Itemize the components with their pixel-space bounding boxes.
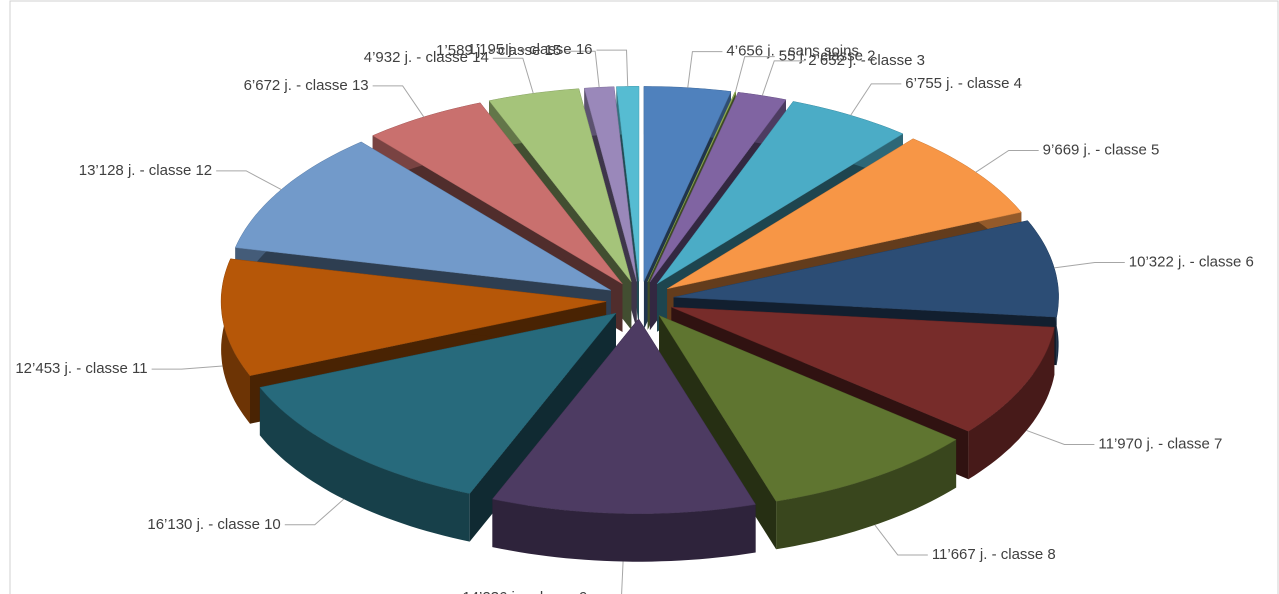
chart-frame: [9, 0, 1279, 594]
slice: [220, 258, 607, 376]
leader-line: [761, 60, 805, 96]
slice-side: [492, 499, 756, 562]
data-label: 1’195 j. - classe 16: [467, 41, 592, 58]
leader-line: [621, 561, 624, 594]
leader-line: [372, 85, 425, 118]
slice: [259, 312, 617, 494]
data-label: 12’453 j. - classe 11: [15, 360, 147, 377]
leader-line: [284, 498, 345, 526]
leader-line: [216, 170, 282, 191]
data-label: 4’656 j. - sans soins: [726, 43, 859, 60]
data-label: 11’970 j. - classe 7: [1098, 435, 1222, 452]
data-label: 10’322 j. - classe 6: [1129, 253, 1254, 270]
data-label: 11’667 j. - classe 8: [932, 546, 1056, 563]
data-label: 14’236 j. - classe 9: [462, 589, 587, 594]
leader-line: [1054, 261, 1125, 269]
data-label: 6’672 j. - classe 13: [244, 77, 369, 94]
pie: [220, 86, 1059, 562]
leader-line: [687, 51, 723, 88]
leader-line: [975, 149, 1039, 173]
slice: [491, 318, 757, 514]
leader-line: [734, 56, 775, 93]
data-label: 4’932 j. - classe 14: [364, 49, 489, 66]
leader-line: [151, 365, 223, 370]
slice: [671, 306, 1055, 432]
leader-line: [596, 49, 629, 87]
data-label: 2’652 j. - classe 3: [808, 52, 925, 69]
data-label: 1’589 j. - classe 15: [436, 42, 561, 59]
leader-line: [565, 50, 600, 88]
slice: [667, 138, 1022, 290]
leader-line: [492, 57, 534, 94]
slice-side: [776, 439, 957, 550]
leader-line: [1026, 429, 1095, 445]
data-label: 16’130 j. - classe 10: [147, 516, 280, 533]
slice-side: [968, 327, 1055, 480]
slice: [658, 314, 957, 502]
data-label: 6’755 j. - classe 4: [905, 75, 1022, 92]
data-label: 13’128 j. - classe 12: [79, 162, 212, 179]
slice-side: [259, 387, 470, 542]
slice: [643, 86, 732, 282]
slice: [673, 220, 1059, 318]
slice: [234, 141, 612, 291]
leader-line: [874, 524, 928, 556]
data-label: 9’669 j. - classe 5: [1043, 141, 1160, 158]
data-label: 55 j. - classe 2: [779, 48, 876, 65]
slice: [656, 101, 904, 285]
slice: [616, 86, 640, 282]
leader-line: [850, 83, 902, 116]
